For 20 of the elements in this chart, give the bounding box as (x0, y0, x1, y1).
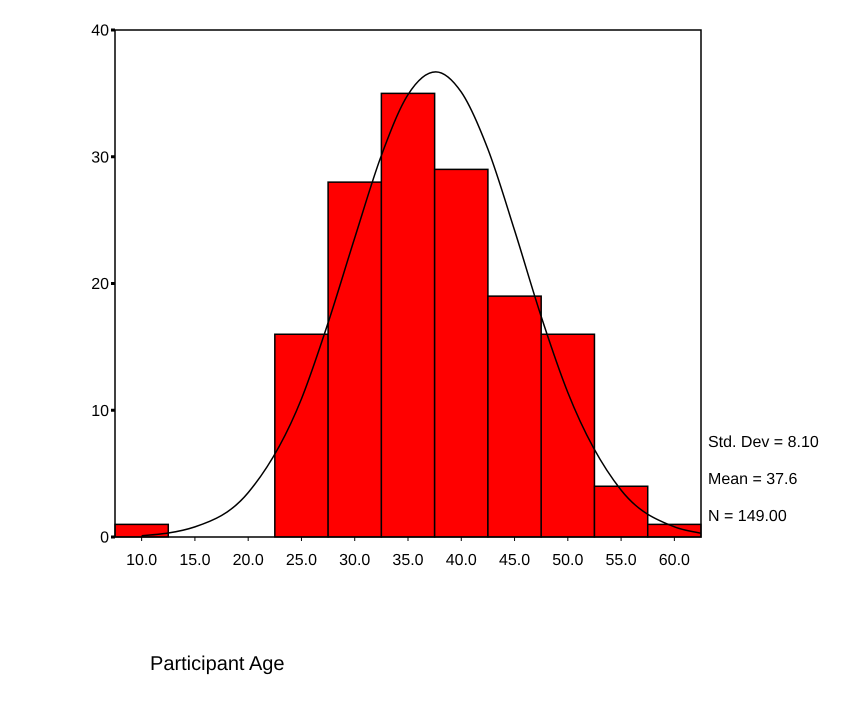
x-tick-label: 35.0 (392, 552, 424, 569)
x-tick-label: 20.0 (232, 552, 264, 569)
x-tick-label: 45.0 (498, 552, 530, 569)
x-tick-label: 15.0 (179, 552, 211, 569)
text: Mean = 37.6 (708, 471, 798, 489)
x-tick-label: 10.0 (126, 552, 158, 569)
y-tick-label: 40 (91, 22, 110, 40)
x-tick-label: 30.0 (339, 552, 370, 569)
x-axis-title: Participant Age (150, 653, 285, 676)
x-tick-label: 50.0 (552, 552, 584, 569)
y-tick-label: 30 (91, 149, 110, 166)
x-tick-label: 40.0 (446, 552, 477, 569)
x-tick-label: 55.0 (606, 552, 637, 569)
x-tick-label: 25.0 (286, 552, 318, 569)
y-tick-label: 0 (100, 530, 110, 547)
x-tick-label: 60.0 (658, 552, 690, 569)
text: N = 149.00 (708, 508, 787, 526)
text: Std. Dev = 8.10 (708, 434, 819, 452)
y-tick-label: 10 (91, 402, 110, 420)
y-tick-label: 20 (91, 276, 110, 294)
